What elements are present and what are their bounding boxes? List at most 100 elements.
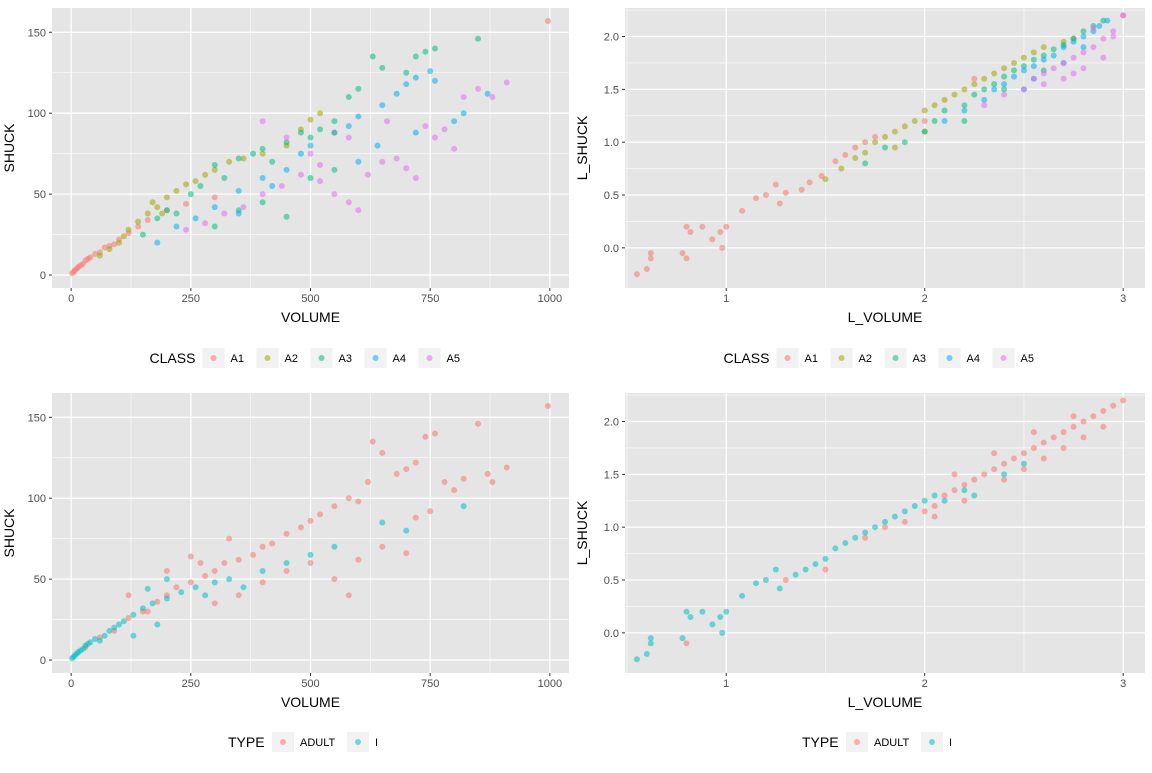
data-point: [1080, 28, 1087, 35]
data-point: [307, 150, 314, 157]
legend-entry-label: A3: [339, 353, 352, 365]
data-point: [139, 231, 146, 238]
data-point: [144, 585, 151, 592]
data-point: [87, 639, 94, 646]
data-point: [772, 566, 779, 573]
data-point: [427, 68, 434, 75]
data-point: [687, 229, 694, 235]
data-point: [283, 139, 290, 146]
data-point: [221, 174, 228, 181]
data-point: [259, 191, 266, 198]
data-point: [412, 459, 419, 466]
data-point: [269, 183, 276, 190]
data-point: [92, 636, 99, 643]
data-point: [971, 75, 978, 82]
data-point: [269, 540, 276, 547]
data-point: [379, 102, 386, 109]
data-point: [1080, 65, 1087, 72]
data-point: [1050, 46, 1057, 53]
data-point: [1020, 450, 1027, 457]
data-point: [192, 584, 199, 591]
data-point: [431, 134, 438, 141]
data-point: [331, 191, 338, 198]
data-point: [163, 207, 170, 214]
data-point: [852, 144, 859, 151]
data-point: [355, 498, 362, 505]
data-point: [226, 576, 233, 583]
data-point: [1040, 52, 1047, 59]
data-point: [971, 492, 978, 499]
data-point: [187, 191, 194, 198]
chart-panel-3: 0 250 500 750 1000 0 50 100 150 VOLUME SHUCK TYPE AD…: [1, 393, 569, 752]
y-tick-label: 1.5: [604, 469, 619, 481]
data-point: [991, 466, 998, 473]
chart-panel-4: 1 2 3 0.0 0.5 1.0 1.5 2.0 L_VOLUME L_SHUCK TYPE ADU…: [574, 393, 1145, 752]
legend-key-point: [946, 355, 953, 361]
data-point: [226, 535, 233, 542]
data-point: [431, 77, 438, 84]
series-i: [69, 503, 467, 662]
data-point: [862, 160, 869, 167]
data-point: [283, 559, 290, 566]
data-point: [991, 81, 998, 88]
data-point: [862, 534, 869, 541]
data-point: [1100, 54, 1107, 61]
legend-entry-label: ADULT: [874, 737, 910, 749]
x-tick-label: 0: [68, 678, 74, 690]
data-point: [752, 580, 759, 587]
data-point: [647, 635, 654, 642]
data-point: [1020, 63, 1027, 70]
legend-title: TYPE: [802, 734, 839, 750]
data-point: [709, 621, 716, 628]
data-point: [1104, 17, 1111, 24]
data-point: [679, 635, 686, 642]
x-axis-label: VOLUME: [281, 309, 340, 325]
data-point: [149, 199, 156, 206]
data-point: [259, 568, 266, 575]
data-point: [163, 568, 170, 575]
data-point: [882, 144, 888, 151]
data-point: [1110, 28, 1117, 35]
data-point: [240, 204, 247, 211]
data-point: [1110, 33, 1117, 40]
data-point: [832, 158, 839, 165]
data-point: [1110, 402, 1117, 409]
data-point: [981, 96, 988, 103]
series-a2: [96, 110, 338, 259]
data-point: [862, 139, 869, 146]
data-point: [259, 118, 266, 125]
data-point: [259, 174, 266, 181]
data-point: [991, 450, 998, 457]
data-point: [544, 17, 551, 24]
data-point: [941, 118, 948, 125]
data-point: [633, 656, 640, 663]
data-point: [683, 608, 690, 615]
y-tick-label: 0: [40, 270, 46, 282]
data-point: [317, 110, 324, 117]
data-point: [235, 556, 242, 563]
x-tick-label: 250: [182, 678, 200, 690]
data-point: [154, 239, 161, 246]
legend-entry-label: A1: [805, 353, 818, 365]
data-point: [412, 514, 419, 521]
data-point: [647, 250, 654, 257]
data-point: [403, 466, 410, 473]
data-point: [802, 566, 809, 573]
legend-key-point: [929, 739, 935, 745]
data-point: [283, 213, 290, 220]
x-tick-label: 2: [922, 293, 928, 305]
data-point: [135, 223, 142, 230]
legend-key-point: [784, 355, 791, 361]
data-point: [317, 178, 324, 185]
y-axis-label: L_SHUCK: [574, 115, 590, 180]
data-point: [1030, 49, 1037, 56]
y-tick-label: 150: [28, 27, 46, 39]
y-tick-label: 0: [40, 655, 46, 667]
data-point: [475, 35, 482, 42]
data-point: [144, 608, 151, 615]
data-point: [379, 543, 386, 550]
data-point: [221, 559, 228, 566]
legend-key-point: [264, 355, 271, 361]
data-point: [211, 161, 218, 168]
series-i: [633, 460, 1027, 663]
